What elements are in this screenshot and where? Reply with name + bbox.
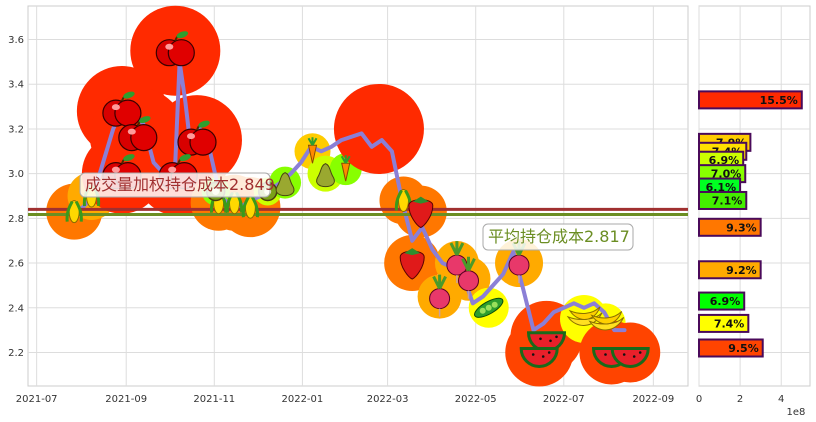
x-tick-label: 2022-07 xyxy=(543,394,585,405)
main-price-plot: 2.2 2.4 2.6 2.8 3.0 3.2 3.4 3.6 2021-07 2021-09 20… xyxy=(8,5,689,405)
corn-icon xyxy=(241,195,260,219)
chip-bar-label: 15.5% xyxy=(760,94,798,107)
side-x-tick-label: 4 xyxy=(778,394,784,405)
chip-volume-plot: 0241e815.5%7.9%7.4%6.9%7.0%6.1%7.1%9.3%9… xyxy=(696,5,811,418)
strawberry-icon xyxy=(408,196,434,229)
apple-icon xyxy=(102,91,142,127)
y-tick-label: 2.2 xyxy=(8,348,24,359)
x-tick-label: 2021-09 xyxy=(105,394,147,405)
y-tick-label: 3.6 xyxy=(8,35,24,46)
chip-bar xyxy=(698,217,762,237)
peas-icon xyxy=(474,297,504,318)
chip-bar-label: 9.3% xyxy=(726,221,757,234)
chip-bar xyxy=(698,338,764,358)
x-tick-label: 2021-07 xyxy=(16,394,58,405)
chip-bar-label: 6.9% xyxy=(710,295,741,308)
carrot-icon xyxy=(340,155,351,182)
apple-icon xyxy=(155,31,195,67)
y-tick-label: 3.0 xyxy=(8,169,24,180)
chip-bar xyxy=(698,90,803,110)
pear-icon xyxy=(275,172,295,197)
chip-bar-label: 9.5% xyxy=(728,342,759,355)
bubble-marker xyxy=(333,83,424,174)
watermelon-icon xyxy=(519,347,559,368)
y-tick-label: 3.2 xyxy=(8,124,24,135)
y-tick-label: 2.8 xyxy=(8,214,24,225)
x-tick-label: 2022-09 xyxy=(632,394,674,405)
vwap-cost-annotation: 成交量加权持仓成本2.849 xyxy=(85,175,275,194)
x-multiplier-label: 1e8 xyxy=(787,407,806,418)
chip-bar-label: 7.0% xyxy=(711,168,742,181)
banana-icon xyxy=(588,311,625,331)
strawberry-icon xyxy=(399,248,425,280)
x-tick-label: 2022-05 xyxy=(455,394,497,405)
carrot-icon xyxy=(307,137,318,164)
side-x-tick-label: 2 xyxy=(737,394,743,405)
chip-bar xyxy=(698,313,750,333)
chip-bar xyxy=(698,260,762,280)
annotation-box xyxy=(482,223,634,251)
radish-icon xyxy=(458,256,479,299)
chip-bar-label: 6.9% xyxy=(709,154,740,167)
avg-cost-annotation: 平均持仓成本2.817 xyxy=(488,227,630,246)
y-tick-label: 3.4 xyxy=(8,80,24,91)
y-tick-label: 2.4 xyxy=(8,303,24,314)
pear-icon xyxy=(316,163,335,188)
x-tick-label: 2022-01 xyxy=(281,394,323,405)
y-tick-label: 2.6 xyxy=(8,259,24,270)
corn-icon xyxy=(65,200,83,224)
radish-icon xyxy=(429,274,451,317)
chip-bar xyxy=(698,291,746,311)
chip-bar xyxy=(698,190,748,210)
chip-bar-label: 7.4% xyxy=(714,317,745,330)
x-tick-label: 2021-11 xyxy=(193,394,235,405)
side-x-tick-label: 0 xyxy=(696,394,702,405)
annotation-box xyxy=(79,172,271,198)
watermelon-icon xyxy=(610,347,650,368)
apple-icon xyxy=(177,120,217,156)
chip-bar-label: 7.1% xyxy=(712,194,743,207)
chip-bar-label: 9.2% xyxy=(726,264,757,277)
x-tick-label: 2022-03 xyxy=(367,394,409,405)
chip-bar-label: 6.1% xyxy=(706,181,737,194)
apple-icon xyxy=(118,116,158,152)
